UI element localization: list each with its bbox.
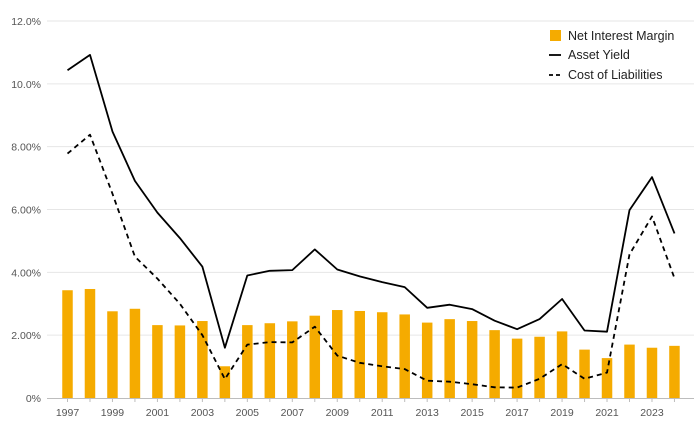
x-tick-label: 2007 xyxy=(281,407,305,419)
x-tick-label: 2003 xyxy=(191,407,215,419)
bar-net-interest-margin xyxy=(511,338,523,398)
bar-net-interest-margin xyxy=(601,358,613,398)
bar-net-interest-margin xyxy=(534,336,545,398)
bar-net-interest-margin xyxy=(264,323,276,398)
y-tick-labels: 0% 2.00% 4.00% 6.00% 8.00% 10.0% 12.0% xyxy=(11,16,41,405)
x-tick-label: 2009 xyxy=(326,407,350,419)
bar-net-interest-margin xyxy=(376,312,388,398)
bar-net-interest-margin xyxy=(174,325,186,398)
bar-net-interest-margin xyxy=(84,288,96,398)
bar-net-interest-margin xyxy=(421,322,433,398)
line-series xyxy=(66,54,676,389)
bar-net-interest-margin xyxy=(219,366,231,398)
bar-net-interest-margin xyxy=(287,321,298,398)
bar-net-interest-margin xyxy=(489,330,500,398)
y-tick-label: 12.0% xyxy=(11,16,41,28)
legend-swatch-net-interest-margin xyxy=(550,30,561,41)
y-tick-label: 6.00% xyxy=(11,205,41,217)
line-asset-yield xyxy=(66,54,676,349)
bar-net-interest-margin xyxy=(556,331,568,398)
bar-net-interest-margin xyxy=(62,290,73,398)
bar-net-interest-margin xyxy=(129,308,141,398)
bar-net-interest-margin xyxy=(444,319,455,398)
x-tick-label: 2001 xyxy=(146,407,170,419)
y-tick-label: 8.00% xyxy=(11,142,41,154)
bar-net-interest-margin xyxy=(309,315,321,398)
x-tick-label: 1999 xyxy=(101,407,125,419)
legend-label-cost-of-liabilities: Cost of Liabilities xyxy=(568,68,663,82)
x-tick-label: 2017 xyxy=(505,407,529,419)
bar-net-interest-margin xyxy=(669,345,680,398)
axes xyxy=(47,398,694,402)
y-tick-label: 4.00% xyxy=(11,267,41,279)
bar-net-interest-margin xyxy=(646,347,658,398)
bar-net-interest-margin xyxy=(399,314,410,398)
line-cost-of-liabilities xyxy=(66,133,676,389)
legend-label-net-interest-margin: Net Interest Margin xyxy=(568,29,674,43)
x-tick-label: 2005 xyxy=(236,407,260,419)
x-tick-label: 2013 xyxy=(416,407,440,419)
legend: Net Interest Margin Asset Yield Cost of … xyxy=(549,29,674,82)
bar-series xyxy=(62,288,680,398)
x-tick-labels: 1997 1999 2001 2003 2005 2007 2009 2011 2013 2015… xyxy=(56,407,664,419)
bar-net-interest-margin xyxy=(152,325,163,398)
bar-net-interest-margin xyxy=(466,321,478,398)
x-tick-label: 2011 xyxy=(371,407,394,419)
y-tick-label: 2.00% xyxy=(11,330,41,342)
legend-label-asset-yield: Asset Yield xyxy=(568,48,630,62)
bar-net-interest-margin xyxy=(107,311,118,398)
bar-net-interest-margin xyxy=(242,325,253,398)
bar-net-interest-margin xyxy=(197,321,208,398)
y-tick-label: 10.0% xyxy=(11,79,41,91)
x-tick-label: 2023 xyxy=(640,407,664,419)
x-tick-label: 1997 xyxy=(56,407,80,419)
x-tick-label: 2019 xyxy=(550,407,574,419)
bar-net-interest-margin xyxy=(624,344,635,398)
x-tick-label: 2021 xyxy=(595,407,619,419)
y-tick-label: 0% xyxy=(26,393,41,405)
bar-net-interest-margin xyxy=(579,349,590,398)
bar-net-interest-margin xyxy=(354,310,365,398)
x-tick-label: 2015 xyxy=(460,407,484,419)
bar-net-interest-margin xyxy=(332,310,343,398)
